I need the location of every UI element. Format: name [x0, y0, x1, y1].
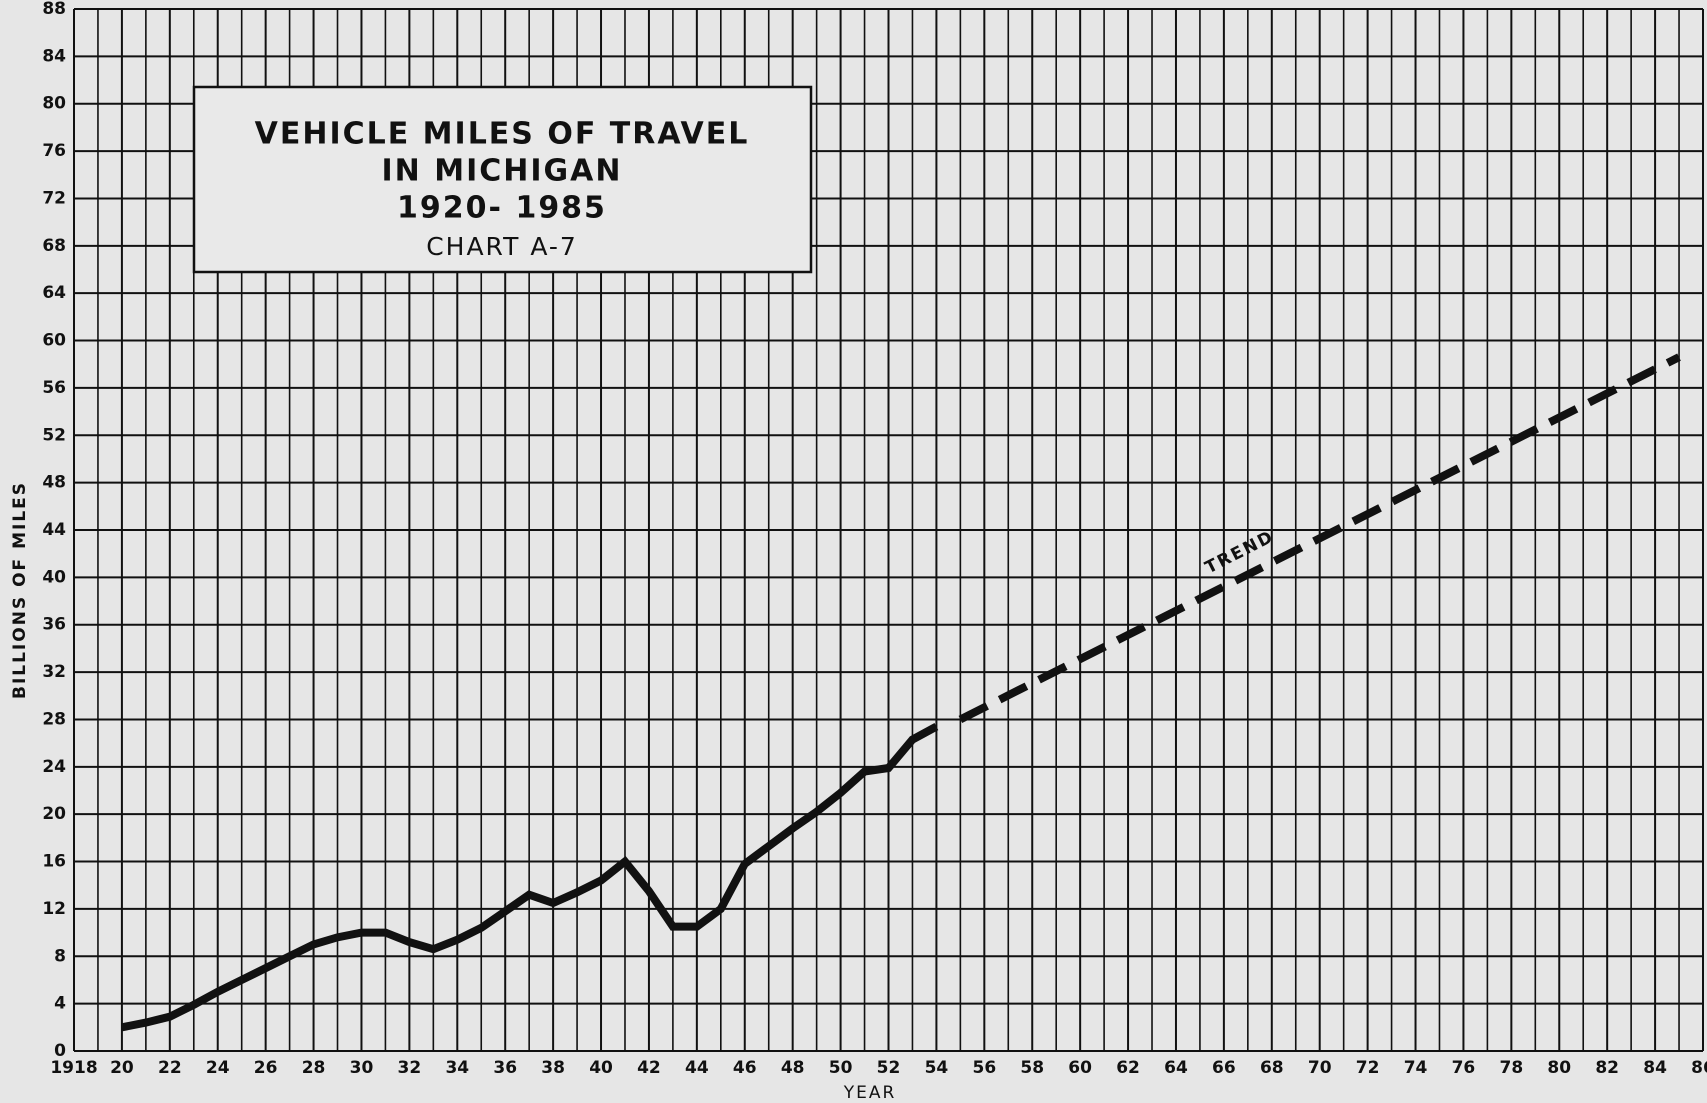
x-tick-label: 70	[1308, 1058, 1332, 1078]
chart-subtitle: CHART A-7	[426, 232, 578, 261]
chart-title: VEHICLE MILES OF TRAVEL	[255, 117, 750, 152]
y-tick-label: 52	[42, 425, 66, 445]
y-tick-label: 12	[42, 899, 66, 919]
x-tick-label: 44	[685, 1058, 709, 1078]
x-tick-label: 66	[1212, 1058, 1236, 1078]
y-tick-label: 16	[42, 852, 66, 872]
x-tick-label: 30	[350, 1058, 374, 1078]
x-tick-label: 22	[158, 1058, 182, 1078]
y-tick-label: 8	[54, 946, 66, 966]
y-axis-label: BILLIONS OF MILES	[10, 481, 30, 699]
x-tick-label: 60	[1068, 1058, 1092, 1078]
y-tick-label: 88	[42, 0, 66, 19]
x-tick-label: 34	[445, 1058, 469, 1078]
x-tick-label: 82	[1595, 1058, 1619, 1078]
data-line	[121, 723, 939, 1032]
x-tick-label: 52	[877, 1058, 901, 1078]
x-tick-label: 28	[302, 1058, 326, 1078]
y-tick-label: 4	[54, 994, 66, 1014]
y-tick-label: 32	[42, 662, 66, 682]
y-tick-label: 24	[42, 757, 66, 777]
y-tick-label: 64	[42, 283, 66, 303]
y-tick-label: 36	[42, 615, 66, 635]
x-tick-label: 50	[829, 1058, 853, 1078]
chart-title: 1920- 1985	[397, 191, 607, 226]
x-tick-label: 64	[1164, 1058, 1188, 1078]
x-tick-label: 62	[1116, 1058, 1140, 1078]
y-tick-label: 56	[42, 378, 66, 398]
y-tick-label: 48	[42, 473, 66, 493]
x-tick-label: 80	[1547, 1058, 1571, 1078]
y-tick-label: 40	[42, 567, 66, 587]
grid	[73, 8, 1704, 1052]
y-tick-label: 0	[54, 1041, 66, 1061]
y-tick-label: 80	[42, 94, 66, 114]
x-tick-label: 1918	[50, 1058, 97, 1078]
x-tick-label: 76	[1452, 1058, 1476, 1078]
y-tick-label: 84	[42, 46, 66, 66]
x-tick-label: 48	[781, 1058, 805, 1078]
x-tick-label: 86	[1691, 1058, 1707, 1078]
y-tick-label: 76	[42, 141, 66, 161]
x-tick-label: 42	[637, 1058, 661, 1078]
x-tick-label: 36	[493, 1058, 517, 1078]
x-tick-label: 40	[589, 1058, 613, 1078]
y-tick-label: 44	[42, 520, 66, 540]
x-tick-label: 54	[925, 1058, 949, 1078]
x-tick-label: 78	[1500, 1058, 1524, 1078]
y-tick-label: 72	[42, 188, 66, 208]
x-tick-label: 46	[733, 1058, 757, 1078]
y-tick-label: 68	[42, 236, 66, 256]
x-tick-label: 20	[110, 1058, 134, 1078]
x-axis-label: YEAR	[843, 1083, 897, 1103]
x-tick-label: 58	[1020, 1058, 1044, 1078]
x-tick-label: 68	[1260, 1058, 1284, 1078]
chart-title: IN MICHIGAN	[382, 154, 623, 189]
x-tick-label: 72	[1356, 1058, 1380, 1078]
y-tick-label: 20	[42, 804, 66, 824]
x-tick-label: 84	[1643, 1058, 1667, 1078]
x-tick-label: 38	[541, 1058, 565, 1078]
x-tick-label: 74	[1404, 1058, 1428, 1078]
y-tick-label: 60	[42, 331, 66, 351]
data-line	[958, 353, 1681, 724]
x-tick-label: 26	[254, 1058, 278, 1078]
title-box	[192, 85, 813, 274]
x-tick-label: 32	[398, 1058, 422, 1078]
x-tick-label: 56	[972, 1058, 996, 1078]
x-tick-label: 24	[206, 1058, 230, 1078]
y-tick-label: 28	[42, 709, 66, 729]
